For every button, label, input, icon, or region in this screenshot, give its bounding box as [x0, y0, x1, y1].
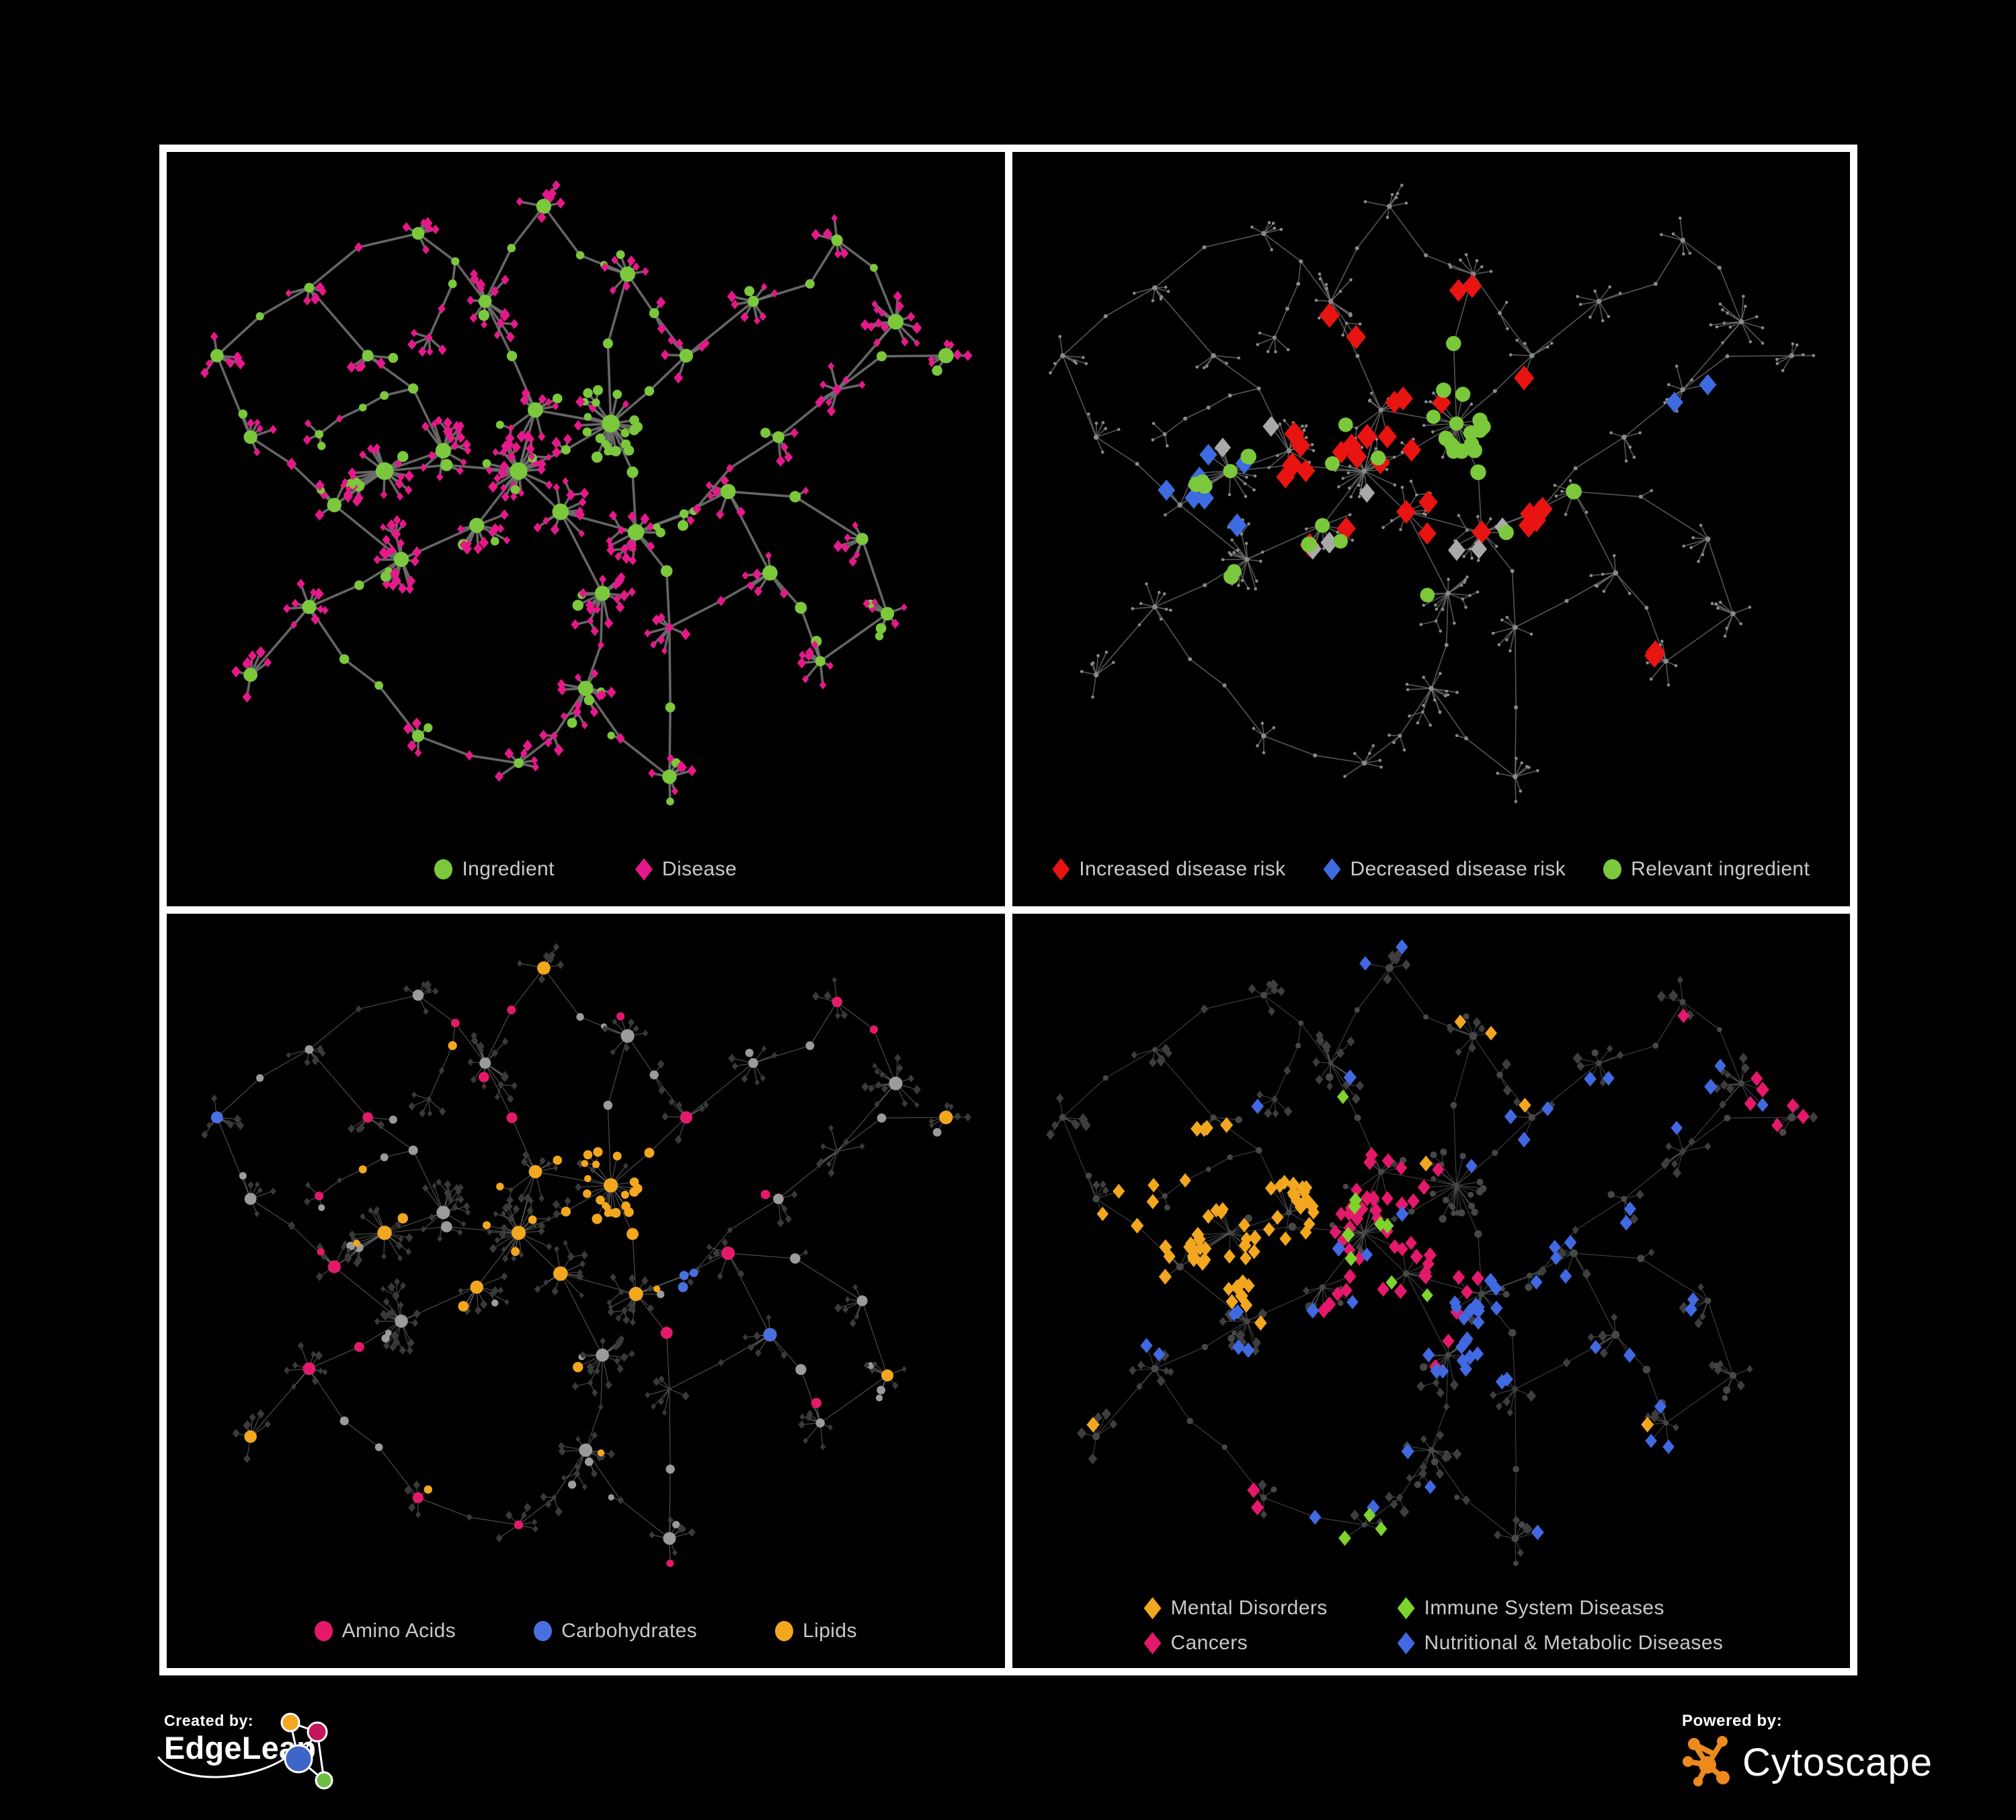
nutrient-class-legend: Amino Acids Carbohydrates Lipids [167, 1620, 1005, 1643]
diamond-marker-icon [1143, 1632, 1162, 1655]
diamond-marker-icon [1052, 858, 1070, 881]
legend-item-amino-acids: Amino Acids [314, 1620, 456, 1643]
created-by-label: Created by: [164, 1712, 254, 1729]
panel-ingredient-disease: Ingredient Disease [167, 152, 1005, 906]
legend-label: Carbohydrates [561, 1620, 698, 1642]
disease-risk-legend: Increased disease risk Decreased disease … [1012, 858, 1851, 881]
edgeleap-branding: Created by: EdgeLeap [157, 1712, 393, 1813]
footer: Created by: EdgeLeap Powered by: [0, 1675, 2016, 1820]
disease-class-network-graph [1045, 939, 1818, 1567]
panel-nutrient-classes: Amino Acids Carbohydrates Lipids [167, 914, 1005, 1668]
disease-class-legend: Mental Disorders Immune System Diseases Ca… [1012, 1597, 1851, 1655]
panel-grid: Ingredient Disease Increased disease risk… [159, 145, 1857, 1675]
powered-by-label: Powered by: [1682, 1712, 1783, 1730]
circle-marker-icon [1603, 859, 1622, 879]
disease-risk-network-graph [1048, 184, 1815, 803]
edgeleap-green-node [315, 1771, 333, 1790]
legend-label: Decreased disease risk [1350, 858, 1566, 880]
legend-item-immune-system-diseases: Immune System Diseases [1397, 1597, 1724, 1620]
circle-marker-icon [314, 1621, 333, 1641]
cytoscape-logo-icon [1683, 1736, 1730, 1786]
legend-item-carbohydrates: Carbohydrates [534, 1620, 697, 1643]
legend-label: Lipids [803, 1620, 857, 1642]
legend-label: Amino Acids [341, 1620, 456, 1642]
circle-marker-icon [434, 859, 453, 879]
legend-item-relevant-ingredient: Relevant ingredient [1603, 858, 1810, 881]
legend-item-decreased-disease-risk: Decreased disease risk [1323, 858, 1566, 881]
legend-item-increased-disease-risk: Increased disease risk [1052, 858, 1285, 881]
legend-item-mental-disorders: Mental Disorders [1143, 1597, 1328, 1620]
legend-item-cancers: Cancers [1143, 1632, 1328, 1655]
legend-label: Ingredient [462, 858, 555, 880]
legend-item-disease: Disease [635, 858, 737, 881]
diamond-marker-icon [1397, 1597, 1415, 1620]
panel-disease-classes: Mental Disorders Immune System Diseases Ca… [1012, 914, 1851, 1668]
diamond-marker-icon [1143, 1597, 1162, 1620]
legend-label: Nutritional & Metabolic Diseases [1424, 1632, 1724, 1654]
panel-disease-risk: Increased disease risk Decreased disease … [1012, 152, 1851, 906]
diamond-marker-icon [1323, 858, 1341, 881]
circle-marker-icon [534, 1621, 553, 1641]
diamond-marker-icon [635, 858, 653, 881]
legend-label: Mental Disorders [1170, 1597, 1328, 1619]
ingredient-disease-network-graph [200, 180, 973, 805]
diamond-marker-icon [1397, 1632, 1415, 1655]
legend-item-lipids: Lipids [775, 1620, 857, 1643]
cytoscape-branding: Powered by: [1682, 1712, 1978, 1799]
legend-label: Cancers [1170, 1632, 1248, 1654]
nutrient-class-network-graph [201, 943, 971, 1567]
edgeleap-logo-text: EdgeLeap [164, 1730, 317, 1766]
legend-item-ingredient: Ingredient [434, 858, 554, 881]
ingredient-disease-legend: Ingredient Disease [167, 858, 1005, 881]
legend-label: Relevant ingredient [1631, 858, 1810, 880]
legend-item-nutritional-metabolic-diseases: Nutritional & Metabolic Diseases [1397, 1632, 1724, 1655]
legend-label: Increased disease risk [1079, 858, 1286, 880]
legend-label: Disease [661, 858, 737, 880]
circle-marker-icon [775, 1621, 794, 1641]
legend-label: Immune System Diseases [1424, 1597, 1664, 1619]
cytoscape-logo-text: Cytoscape [1742, 1740, 1933, 1784]
